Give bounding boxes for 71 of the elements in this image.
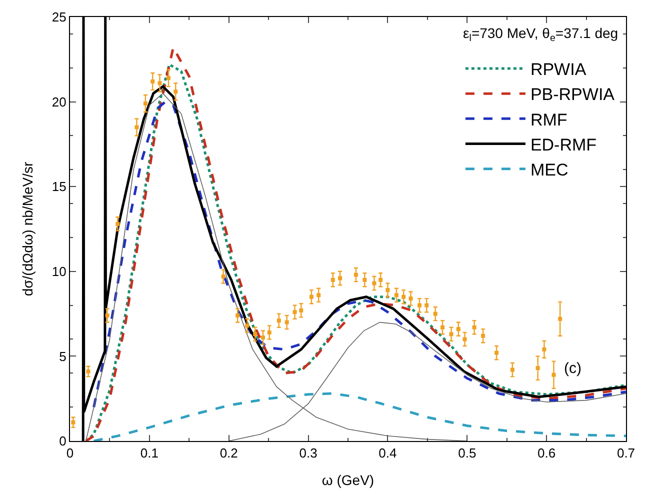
- point: [433, 312, 438, 316]
- line-series: [92, 392, 626, 441]
- point: [394, 293, 398, 298]
- point: [417, 303, 422, 308]
- point: [245, 324, 250, 328]
- legend-label: PB-RPWIA: [530, 85, 616, 104]
- legend-label: RMF: [530, 110, 568, 130]
- legend-label: MEC: [530, 160, 568, 180]
- x-tick-label: 0.5: [458, 446, 476, 461]
- point: [284, 320, 289, 324]
- point: [536, 366, 540, 370]
- point: [253, 332, 258, 336]
- legend-label: ED-RMF: [530, 135, 597, 154]
- point: [386, 288, 390, 292]
- point: [330, 278, 335, 282]
- point: [542, 347, 546, 352]
- point: [86, 369, 90, 374]
- point: [292, 310, 297, 314]
- x-tick-label: 0.3: [299, 446, 318, 461]
- y-tick-label: 10: [52, 264, 66, 279]
- point: [462, 337, 467, 342]
- point: [372, 281, 376, 286]
- point: [378, 278, 383, 282]
- annotation: (c): [564, 360, 582, 377]
- y-tick-label: 0: [59, 434, 66, 449]
- x-tick-label: 0.6: [538, 446, 556, 461]
- annotation: ε$_{l}$=730 MeV, θ$_{e}$=37.1 deg: [463, 25, 618, 44]
- point: [481, 334, 486, 338]
- y-tick-label: 25: [52, 10, 66, 25]
- point: [267, 330, 272, 334]
- point: [316, 293, 321, 298]
- y-tick-label: 5: [59, 348, 66, 364]
- point: [456, 327, 460, 332]
- legend-label: RPWIA: [530, 60, 587, 80]
- y-tick-label: 15: [52, 179, 66, 194]
- point: [71, 420, 76, 424]
- point: [338, 276, 342, 280]
- point: [510, 368, 514, 372]
- point: [143, 102, 148, 106]
- point: [158, 81, 162, 86]
- point: [150, 79, 155, 84]
- x-tick-label: 0.4: [378, 446, 397, 461]
- point: [402, 294, 406, 299]
- point: [299, 308, 304, 312]
- point: [105, 314, 110, 318]
- point: [134, 125, 139, 130]
- point: [362, 278, 367, 282]
- line-series: [92, 100, 626, 408]
- point: [552, 372, 556, 377]
- point: [472, 325, 476, 330]
- point: [174, 90, 178, 94]
- point: [408, 296, 413, 301]
- point: [440, 325, 445, 330]
- point: [236, 314, 240, 318]
- x-tick-label: 0.2: [220, 446, 238, 461]
- y-axis-title: dσ/(dΩdω) nb/MeV/sr: [20, 162, 36, 296]
- x-axis-title: ω (GeV): [322, 472, 374, 488]
- point: [221, 274, 226, 278]
- point: [309, 294, 314, 299]
- point: [424, 303, 429, 308]
- point: [449, 332, 454, 336]
- point: [558, 316, 562, 321]
- point: [494, 350, 499, 355]
- y-tick-label: 20: [52, 94, 66, 110]
- point: [354, 272, 358, 277]
- point: [276, 318, 281, 323]
- point: [261, 336, 266, 340]
- x-tick-label: 0.7: [616, 446, 636, 461]
- point: [116, 222, 120, 226]
- x-tick-label: 0.1: [140, 446, 158, 461]
- point: [166, 76, 170, 80]
